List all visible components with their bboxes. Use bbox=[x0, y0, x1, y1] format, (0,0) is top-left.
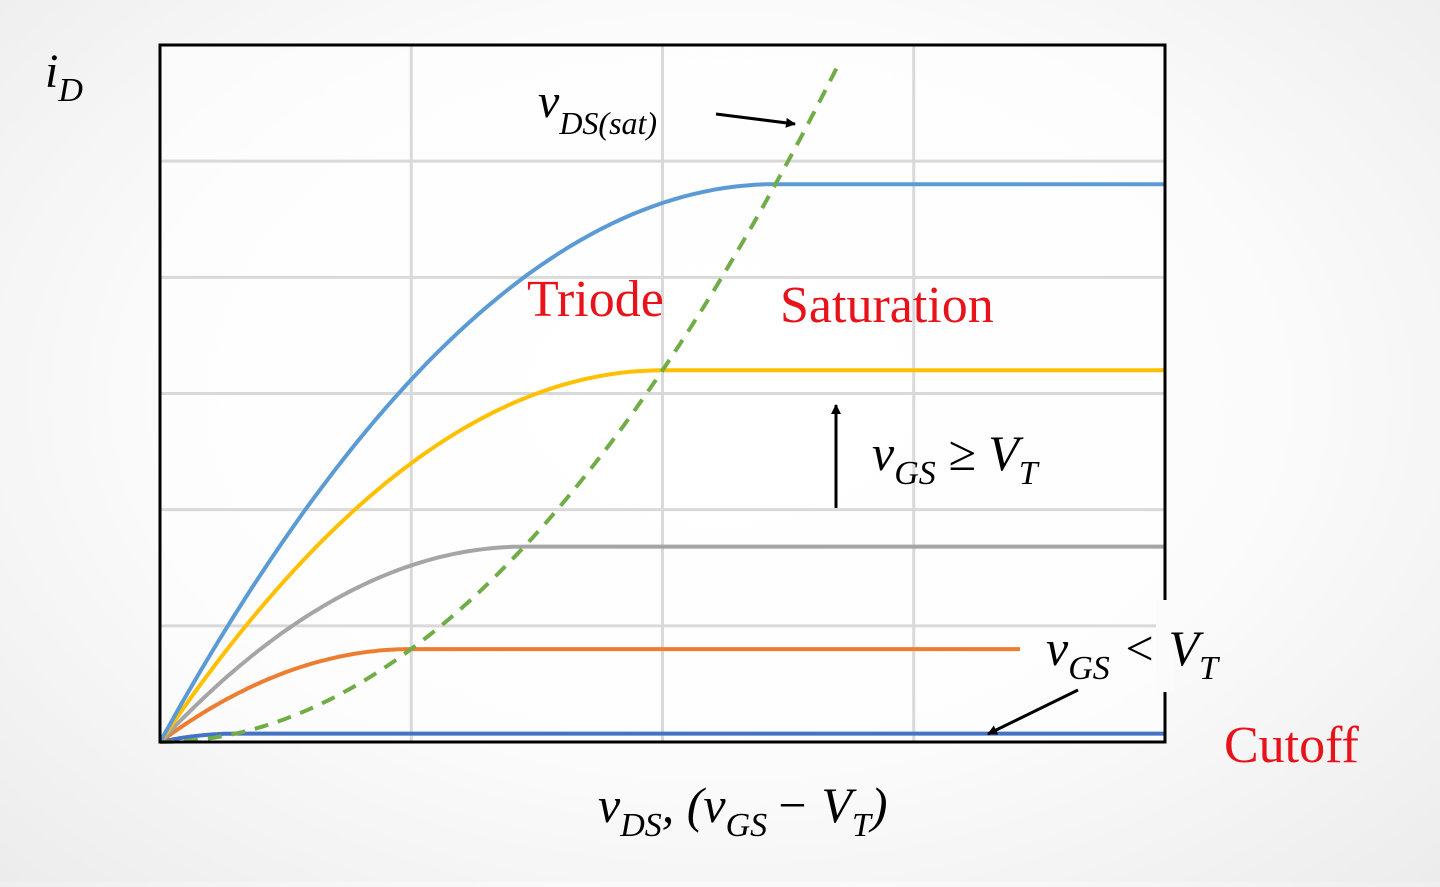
triode-label: Triode bbox=[527, 271, 664, 328]
series-line-2 bbox=[158, 647, 1020, 744]
vds-sat-arrow bbox=[715, 112, 796, 128]
grid bbox=[160, 45, 1165, 742]
saturation-boundary-line bbox=[159, 63, 841, 744]
x-axis-label: vDS, (vGS − VT) bbox=[598, 777, 888, 844]
series-line-3 bbox=[158, 544, 1165, 744]
vds-sat-label: vDS(sat) bbox=[538, 75, 657, 141]
series-line-5 bbox=[158, 182, 1165, 743]
vgs-lt-vt-label: vGS < VT bbox=[1046, 620, 1220, 687]
plot-frame bbox=[158, 43, 1167, 744]
saturation-label: Saturation bbox=[780, 277, 994, 334]
cutoff-label: Cutoff bbox=[1224, 717, 1360, 774]
series-line-4 bbox=[158, 368, 1165, 744]
series-line-1 bbox=[159, 731, 1165, 744]
series-group bbox=[158, 182, 1165, 744]
y-axis-label: iD bbox=[45, 45, 83, 109]
cutoff-arrow bbox=[987, 688, 1079, 736]
frame-gap bbox=[1156, 600, 1174, 692]
vgs-ge-vt-label: vGS ≥ VT bbox=[872, 425, 1040, 492]
